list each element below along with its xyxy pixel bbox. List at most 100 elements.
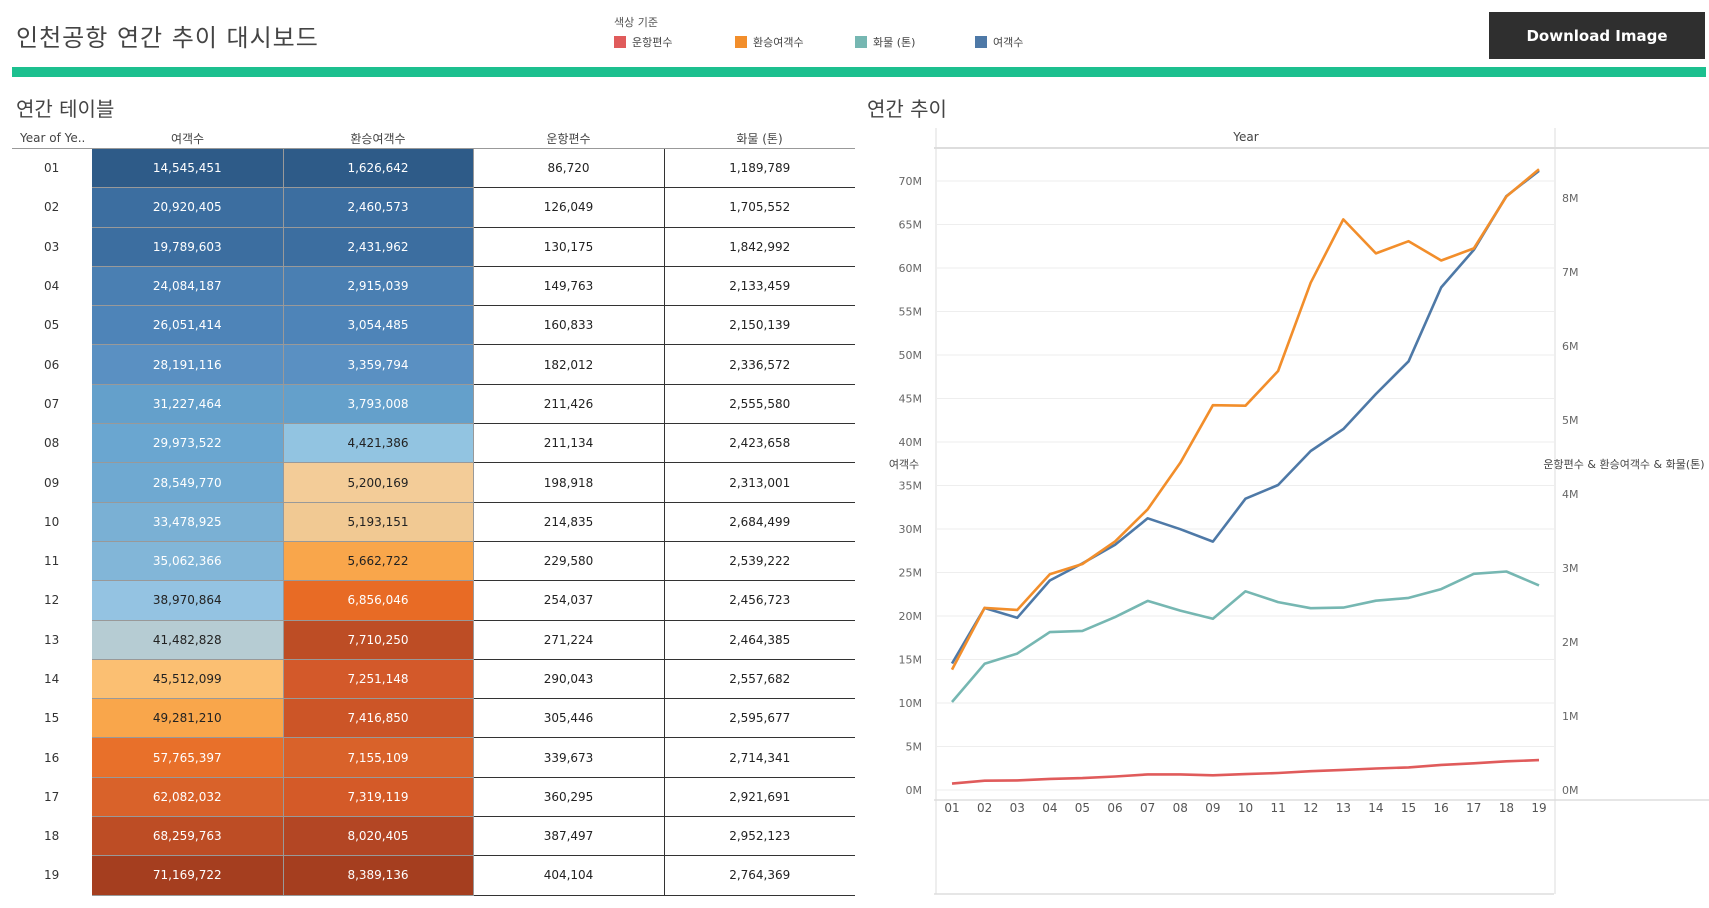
cell-passengers: 62,082,032 xyxy=(92,777,284,818)
legend-item-transfer[interactable]: 환승여객수 xyxy=(735,34,804,50)
right-tick-label: 1M xyxy=(1562,710,1579,723)
cell-transfer: 7,710,250 xyxy=(283,620,474,660)
cell-year: 09 xyxy=(44,475,60,490)
cell-year: 06 xyxy=(44,357,60,372)
cell-cargo: 2,952,123 xyxy=(664,816,855,857)
cell-cargo: 2,133,459 xyxy=(664,266,855,307)
cell-cargo: 2,921,691 xyxy=(664,777,855,818)
cell-passengers: 38,970,864 xyxy=(92,580,284,621)
left-tick-label: 25M xyxy=(899,567,923,580)
accent-divider xyxy=(12,67,1706,77)
x-tick-label: 03 xyxy=(1010,801,1025,815)
cell-passengers: 35,062,366 xyxy=(92,541,284,582)
left-tick-label: 35M xyxy=(899,480,923,493)
cell-year: 19 xyxy=(44,868,60,883)
annual-table: Year of Ye.. 여객수 환승여객수 운항편수 화물 (톤) 01 14,… xyxy=(12,128,855,896)
cell-transfer: 7,416,850 xyxy=(283,698,474,739)
left-tick-label: 55M xyxy=(899,306,923,319)
table-row[interactable]: 01 14,545,451 1,626,642 86,720 1,189,789 xyxy=(12,148,855,189)
table-row[interactable]: 15 49,281,210 7,416,850 305,446 2,595,677 xyxy=(12,698,855,739)
chart-section-title: 연간 추이 xyxy=(867,97,947,121)
dashboard-title: 인천공항 연간 추이 대시보드 xyxy=(16,24,319,52)
x-tick-label: 13 xyxy=(1336,801,1351,815)
left-tick-label: 0M xyxy=(906,784,923,797)
cell-passengers: 57,765,397 xyxy=(92,737,284,778)
table-row[interactable]: 19 71,169,722 8,389,136 404,104 2,764,369 xyxy=(12,855,855,896)
x-tick-label: 07 xyxy=(1140,801,1155,815)
color-legend: 색상 기준 운항편수 환승여객수 화물 (톤) 여객수 xyxy=(614,12,1134,52)
table-row[interactable]: 16 57,765,397 7,155,109 339,673 2,714,341 xyxy=(12,737,855,778)
cell-transfer: 7,155,109 xyxy=(283,737,474,778)
left-tick-label: 50M xyxy=(899,349,923,362)
cell-year: 02 xyxy=(44,200,60,215)
legend-label-passengers: 여객수 xyxy=(993,36,1024,49)
legend-item-cargo[interactable]: 화물 (톤) xyxy=(855,34,915,50)
right-tick-label: 2M xyxy=(1562,636,1579,649)
column-header-cargo[interactable]: 화물 (톤) xyxy=(664,128,855,149)
cell-cargo: 2,595,677 xyxy=(664,698,855,739)
table-row[interactable]: 12 38,970,864 6,856,046 254,037 2,456,723 xyxy=(12,580,855,621)
table-row[interactable]: 13 41,482,828 7,710,250 271,224 2,464,385 xyxy=(12,620,855,660)
series-line-transfer xyxy=(950,168,1540,671)
column-header-flights[interactable]: 운항편수 xyxy=(473,128,664,149)
table-row[interactable]: 11 35,062,366 5,662,722 229,580 2,539,222 xyxy=(12,541,855,582)
cell-flights: 360,295 xyxy=(473,777,665,818)
table-row[interactable]: 18 68,259,763 8,020,405 387,497 2,952,123 xyxy=(12,816,855,857)
cell-year: 14 xyxy=(44,672,60,686)
cell-transfer: 3,793,008 xyxy=(283,384,474,425)
table-row[interactable]: 05 26,051,414 3,054,485 160,833 2,150,139 xyxy=(12,305,855,346)
cell-passengers: 20,920,405 xyxy=(92,187,284,228)
cell-flights: 182,012 xyxy=(473,344,665,385)
cell-year: 07 xyxy=(44,396,60,411)
table-row[interactable]: 03 19,789,603 2,431,962 130,175 1,842,992 xyxy=(12,227,855,267)
column-header-year[interactable]: Year of Ye.. xyxy=(12,128,92,149)
cell-flights: 271,224 xyxy=(473,620,665,660)
cell-year: 01 xyxy=(44,161,60,176)
left-tick-label: 20M xyxy=(899,610,923,623)
left-tick-label: 60M xyxy=(899,262,923,275)
table-row[interactable]: 06 28,191,116 3,359,794 182,012 2,336,572 xyxy=(12,344,855,385)
table-row[interactable]: 10 33,478,925 5,193,151 214,835 2,684,499 xyxy=(12,502,855,542)
download-image-button[interactable]: Download Image xyxy=(1489,12,1705,59)
cell-transfer: 1,626,642 xyxy=(283,148,474,189)
table-row[interactable]: 04 24,084,187 2,915,039 149,763 2,133,459 xyxy=(12,266,855,307)
legend-item-flights[interactable]: 운항편수 xyxy=(614,34,672,50)
cell-flights: 211,134 xyxy=(473,423,665,464)
table-section-title: 연간 테이블 xyxy=(16,97,115,121)
table-row[interactable]: 09 28,549,770 5,200,169 198,918 2,313,001 xyxy=(12,462,855,503)
cell-cargo: 2,557,682 xyxy=(664,659,855,700)
table-row[interactable]: 17 62,082,032 7,319,119 360,295 2,921,691 xyxy=(12,777,855,818)
right-tick-label: 8M xyxy=(1562,192,1579,205)
left-tick-label: 70M xyxy=(899,175,923,188)
x-tick-label: 06 xyxy=(1107,801,1122,815)
cell-cargo: 2,714,341 xyxy=(664,737,855,778)
cell-flights: 290,043 xyxy=(473,659,665,700)
left-tick-label: 65M xyxy=(899,219,923,232)
cell-cargo: 2,313,001 xyxy=(664,462,855,503)
series-line-cargo xyxy=(951,570,1540,703)
cell-flights: 130,175 xyxy=(473,227,665,267)
table-row[interactable]: 02 20,920,405 2,460,573 126,049 1,705,552 xyxy=(12,187,855,228)
cell-flights: 198,918 xyxy=(473,462,665,503)
x-tick-label: 12 xyxy=(1303,801,1318,815)
column-header-passengers[interactable]: 여객수 xyxy=(92,128,283,149)
left-tick-label: 45M xyxy=(899,393,923,406)
cell-flights: 229,580 xyxy=(473,541,665,582)
cell-passengers: 41,482,828 xyxy=(92,620,284,660)
cell-year: 05 xyxy=(44,318,60,333)
cell-year: 13 xyxy=(44,632,60,647)
column-header-transfer[interactable]: 환승여객수 xyxy=(283,128,473,149)
cell-year: 03 xyxy=(44,239,60,254)
x-tick-label: 14 xyxy=(1368,801,1383,815)
table-row[interactable]: 08 29,973,522 4,421,386 211,134 2,423,658 xyxy=(12,423,855,464)
table-row[interactable]: 07 31,227,464 3,793,008 211,426 2,555,580 xyxy=(12,384,855,425)
cell-passengers: 26,051,414 xyxy=(92,305,284,346)
cell-passengers: 29,973,522 xyxy=(92,423,284,464)
cell-cargo: 2,336,572 xyxy=(664,344,855,385)
cell-transfer: 2,915,039 xyxy=(283,266,474,307)
cell-flights: 214,835 xyxy=(473,502,665,542)
cell-transfer: 8,020,405 xyxy=(283,816,474,857)
legend-item-passengers[interactable]: 여객수 xyxy=(975,34,1023,50)
table-row[interactable]: 14 45,512,099 7,251,148 290,043 2,557,682 xyxy=(12,659,855,700)
cell-year: 16 xyxy=(44,750,60,765)
